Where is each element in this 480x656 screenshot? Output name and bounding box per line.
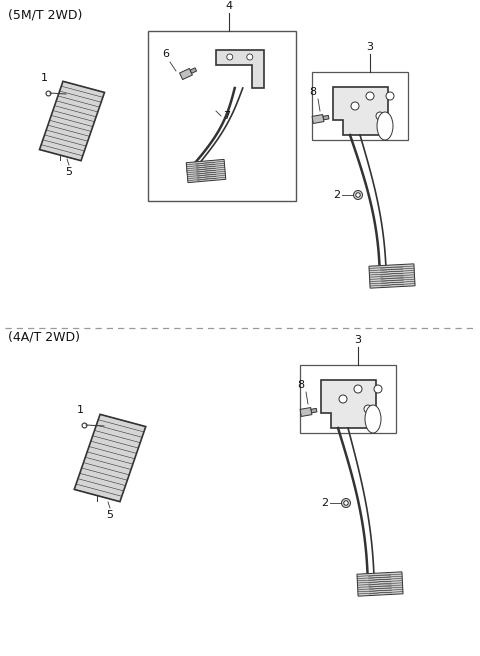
Text: 7: 7	[223, 111, 230, 121]
Polygon shape	[333, 87, 387, 135]
Text: (5M/T 2WD): (5M/T 2WD)	[8, 8, 83, 21]
Text: 5: 5	[65, 167, 72, 177]
Text: 2: 2	[321, 498, 328, 508]
Ellipse shape	[365, 405, 381, 433]
Polygon shape	[323, 115, 329, 120]
Polygon shape	[311, 408, 317, 413]
Polygon shape	[312, 115, 324, 123]
Bar	[148, 31, 296, 201]
Polygon shape	[39, 81, 105, 161]
Polygon shape	[190, 68, 196, 73]
Text: 3: 3	[354, 335, 361, 345]
Circle shape	[353, 190, 362, 199]
Circle shape	[366, 92, 374, 100]
Text: 4: 4	[226, 1, 233, 11]
Circle shape	[376, 112, 384, 120]
Circle shape	[374, 385, 382, 393]
Polygon shape	[186, 159, 226, 182]
Polygon shape	[216, 50, 264, 88]
Polygon shape	[300, 407, 312, 417]
Text: (4A/T 2WD): (4A/T 2WD)	[8, 330, 80, 343]
Circle shape	[344, 501, 348, 505]
Circle shape	[354, 385, 362, 393]
Circle shape	[356, 193, 360, 197]
Circle shape	[339, 395, 347, 403]
Circle shape	[351, 102, 359, 110]
Polygon shape	[321, 380, 375, 428]
Polygon shape	[180, 68, 192, 79]
Text: 6: 6	[163, 49, 169, 59]
Circle shape	[247, 54, 253, 60]
Text: 1: 1	[40, 73, 48, 83]
Circle shape	[386, 92, 394, 100]
Text: 2: 2	[333, 190, 340, 200]
Bar	[312, 72, 408, 140]
Circle shape	[364, 405, 372, 413]
Text: 8: 8	[310, 87, 317, 97]
Polygon shape	[369, 264, 415, 288]
Text: 5: 5	[107, 510, 113, 520]
Circle shape	[341, 499, 350, 508]
Ellipse shape	[377, 112, 393, 140]
Polygon shape	[74, 415, 146, 502]
Bar	[300, 365, 396, 433]
Text: 8: 8	[298, 380, 305, 390]
Text: 3: 3	[366, 42, 373, 52]
Polygon shape	[357, 572, 403, 596]
Circle shape	[227, 54, 233, 60]
Text: 1: 1	[76, 405, 84, 415]
